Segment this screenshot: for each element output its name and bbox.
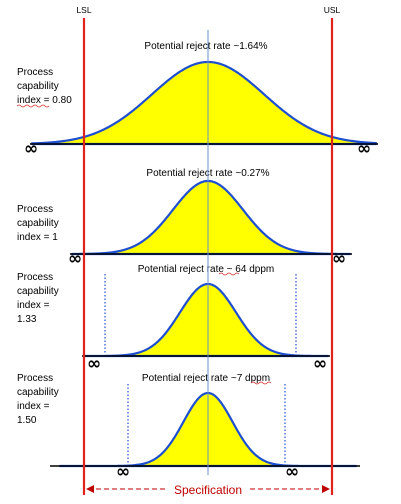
infinity-right-4: ∞: [285, 462, 299, 482]
specification-arrow: Specification: [86, 483, 330, 497]
cpk-label-1-line-1: Process: [17, 67, 53, 78]
usl-label: USL: [324, 5, 341, 15]
cpk-label-2-line-1: Process: [17, 204, 53, 215]
infinity-left-4: ∞: [116, 462, 130, 482]
cpk-label-3-line-1: Process: [17, 272, 53, 283]
spellcheck-underline: [250, 381, 272, 385]
panel-3: ∞ ∞ Potential reject rate ~ 64 dppm Proc…: [17, 264, 330, 374]
cpk-label-4-line-3: index =: [17, 401, 50, 412]
distribution-curve-3: [82, 282, 330, 358]
cpk-label-4-line-1: Process: [17, 373, 53, 384]
infinity-right-1: ∞: [357, 139, 371, 159]
cpk-label-1-line-2: capability: [17, 81, 59, 92]
cpk-label-3-line-3: index =: [17, 300, 50, 311]
reject-rate-4: Potential reject rate ~7 dppm: [142, 373, 270, 384]
lsl-label: LSL: [76, 5, 91, 15]
infinity-left-2: ∞: [68, 249, 82, 269]
cpk-label-4-line-4: 1.50: [17, 415, 37, 426]
infinity-left-3: ∞: [87, 354, 101, 374]
cpk-label-2-line-3: index = 1: [17, 232, 58, 243]
panel-2: ∞ ∞ Potential reject rate ~0.27% Process…: [17, 168, 352, 269]
spellcheck-underline: [218, 272, 240, 276]
cpk-label-4-line-2: capability: [17, 387, 59, 398]
panel-4: ∞ ∞ Potential reject rate ~7 dppm Proces…: [17, 373, 360, 482]
cpk-label-3-line-2: capability: [17, 286, 59, 297]
infinity-right-2: ∞: [332, 249, 346, 269]
spec-arrow-right-head: [322, 485, 330, 493]
cpk-label-3-line-4: 1.33: [17, 314, 37, 325]
cpk-label-2-line-2: capability: [17, 218, 59, 229]
specification-label: Specification: [174, 483, 242, 497]
distribution-curve-2: [70, 179, 352, 256]
reject-rate-1: Potential reject rate ~1.64%: [144, 41, 267, 52]
reject-rate-3: Potential reject rate ~ 64 dppm: [138, 264, 274, 275]
cpk-label-1-line-3: index = 0.80: [17, 95, 72, 106]
infinity-right-3: ∞: [313, 354, 327, 374]
panel-1: ∞ ∞ Potential reject rate ~1.64% Process…: [16, 41, 378, 159]
distribution-curve-1: [30, 60, 378, 146]
spellcheck-underline: [16, 104, 50, 108]
infinity-left-1: ∞: [24, 139, 38, 159]
spec-arrow-left-head: [86, 485, 94, 493]
